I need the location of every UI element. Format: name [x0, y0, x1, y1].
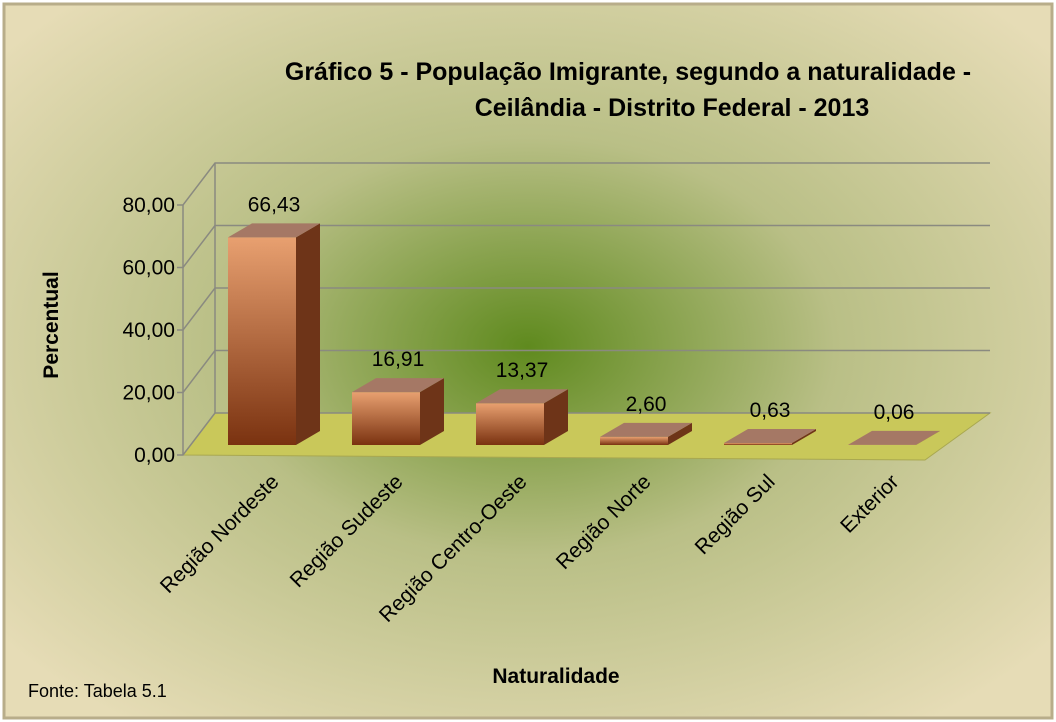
data-label: 13,37 [496, 359, 549, 382]
bar-top [476, 389, 568, 404]
bar-side [544, 389, 568, 445]
bar [228, 237, 296, 445]
bar-top [724, 429, 816, 444]
bar-top [228, 223, 320, 238]
y-tick-label: 40,00 [122, 319, 175, 342]
y-tick-label: 60,00 [122, 257, 175, 280]
grid-line [177, 287, 990, 331]
bar-side [916, 430, 940, 445]
chart-title: Gráfico 5 - População Imigrante, segundo… [285, 58, 971, 86]
data-label: 0,63 [750, 399, 791, 422]
bar-side [296, 223, 320, 445]
y-tick-label: 80,00 [122, 194, 175, 217]
y-tick-label: 0,00 [134, 444, 175, 467]
bar-top [352, 378, 444, 393]
source: Fonte: Tabela 5.1 [28, 681, 167, 701]
y-tick-label: 20,00 [122, 382, 175, 405]
bar [600, 436, 668, 445]
bar [476, 403, 544, 445]
data-label: 66,43 [248, 193, 301, 216]
grid-line [177, 224, 990, 269]
bar-side [668, 422, 692, 445]
bar [352, 392, 420, 445]
bar-top [848, 430, 940, 445]
bar [724, 443, 792, 445]
bar-side [792, 429, 816, 445]
chart-title: Ceilândia - Distrito Federal - 2013 [475, 94, 870, 122]
bar-top [600, 422, 692, 437]
grid-line [177, 349, 990, 394]
grid-line [177, 162, 990, 206]
bar-side [420, 378, 444, 445]
grid-line [177, 412, 990, 456]
y-axis-label: Percentual [40, 271, 63, 378]
data-label: 2,60 [626, 393, 667, 416]
x-axis-label: Naturalidade [492, 665, 619, 688]
data-label: 16,91 [372, 348, 425, 371]
data-label: 0,06 [874, 401, 915, 424]
